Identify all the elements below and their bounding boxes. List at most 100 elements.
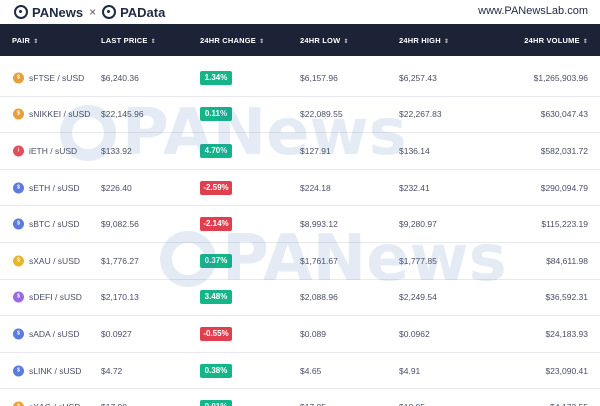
pair-cell: sDEFI / sUSD [29, 292, 82, 303]
low-cell: $22,089.55 [300, 109, 343, 120]
pair-cell: sXAG / sUSD [29, 402, 80, 406]
volume-cell: $24,183.93 [545, 328, 588, 339]
high-cell: $0.0962 [399, 328, 430, 339]
ieth-icon: i [13, 145, 24, 157]
top-bar: PANews × PAData www.PANewsLab.com [0, 0, 600, 24]
sxau-icon: $ [13, 255, 24, 267]
low-cell: $8,993.12 [300, 219, 338, 230]
sort-icon: ⇕ [258, 39, 265, 45]
column-header-last-price[interactable]: LAST PRICE ⇕ [101, 36, 156, 45]
seth-icon: $ [13, 182, 24, 194]
sftse-icon: $ [13, 72, 24, 84]
high-cell: $22,267.83 [399, 109, 442, 120]
low-cell: $127.91 [300, 145, 331, 156]
change-badge: 4.70% [200, 143, 232, 158]
change-badge: 0.38% [200, 363, 232, 378]
high-cell: $136.14 [399, 145, 430, 156]
volume-cell: $36,592.31 [545, 292, 588, 303]
last-price-cell: $9,082.56 [101, 219, 139, 230]
change-badge: 0.37% [200, 253, 232, 268]
low-cell: $0.089 [300, 328, 326, 339]
last-price-cell: $226.40 [101, 182, 132, 193]
sort-icon: ⇕ [582, 39, 588, 45]
sort-icon: ⇕ [443, 39, 450, 45]
column-header-24hr-change[interactable]: 24HR CHANGE ⇕ [200, 36, 265, 45]
volume-cell: $630,047.43 [540, 109, 588, 120]
pair-cell: iETH / sUSD [29, 145, 78, 156]
last-price-cell: $22,145.96 [101, 109, 144, 120]
volume-cell: $290,094.79 [540, 182, 588, 193]
change-badge: 3.48% [200, 290, 232, 305]
table-header: PAIR ⇕ LAST PRICE ⇕ 24HR CHANGE ⇕ 24HR LOW ⇕… [0, 24, 600, 56]
volume-cell: $84,611.98 [546, 255, 588, 266]
volume-cell: $115,223.19 [541, 219, 588, 230]
brand-separator: × [89, 5, 97, 19]
column-header-24hr-volume[interactable]: 24HR VOLUME ⇕ [524, 36, 588, 45]
table-row[interactable]: $ sXAU / sUSD $1,776.27 0.37% $1,761.67 $1,77… [0, 243, 600, 280]
sxag-icon: $ [13, 401, 24, 406]
last-price-cell: $2,170.13 [101, 292, 139, 303]
table-row[interactable]: $ sETH / sUSD $226.40 -2.59% $224.18 $232.41 $… [0, 170, 600, 207]
table-row[interactable]: $ sADA / sUSD $0.0927 -0.55% $0.089 $0.0962 $2… [0, 316, 600, 353]
change-badge: 0.11% [200, 107, 232, 122]
change-badge: -2.14% [200, 217, 232, 232]
low-cell: $4.65 [300, 365, 322, 376]
change-badge: 0.01% [200, 400, 232, 406]
padata-logo-icon [102, 5, 117, 19]
high-cell: $6,257.43 [399, 72, 437, 83]
sdefi-icon: $ [13, 291, 24, 303]
volume-cell: $4,173.55 [550, 402, 588, 406]
table-row[interactable]: $ sLINK / sUSD $4.72 0.38% $4.65 $4.91 $23,090… [0, 353, 600, 390]
pair-cell: sFTSE / sUSD [29, 72, 85, 83]
low-cell: $224.18 [300, 182, 331, 193]
last-price-cell: $6,240.36 [101, 72, 139, 83]
low-cell: $2,088.96 [300, 292, 338, 303]
high-cell: $232.41 [399, 182, 430, 193]
last-price-cell: $17.98 [101, 402, 127, 406]
table-row[interactable]: $ sBTC / sUSD $9,082.56 -2.14% $8,993.12 $9,2… [0, 206, 600, 243]
high-cell: $18.05 [399, 402, 425, 406]
pair-cell: sLINK / sUSD [29, 365, 82, 376]
sort-icon: ⇕ [150, 39, 156, 45]
table-row[interactable]: i iETH / sUSD $133.92 4.70% $127.91 $136.14 $5… [0, 133, 600, 170]
brand: PANews × PAData [14, 4, 165, 20]
high-cell: $4.91 [399, 365, 421, 376]
table-row[interactable]: $ sFTSE / sUSD $6,240.36 1.34% $6,157.96 $6,2… [0, 60, 600, 97]
high-cell: $1,777.85 [399, 255, 437, 266]
last-price-cell: $4.72 [101, 365, 123, 376]
table-row[interactable]: $ sDEFI / sUSD $2,170.13 3.48% $2,088.96 $2,2… [0, 280, 600, 317]
change-badge: -2.59% [200, 180, 232, 195]
panews-logo-icon [14, 5, 28, 19]
pair-cell: sXAU / sUSD [29, 255, 81, 266]
pair-cell: sBTC / sUSD [29, 219, 80, 230]
sort-icon: ⇕ [33, 39, 39, 45]
last-price-cell: $1,776.27 [101, 255, 139, 266]
sbtc-icon: $ [13, 218, 24, 230]
volume-cell: $1,265,903.96 [533, 72, 588, 83]
column-header-24hr-low[interactable]: 24HR LOW ⇕ [300, 36, 349, 45]
snikkei-icon: $ [13, 108, 24, 120]
markets-table: PAIR ⇕ LAST PRICE ⇕ 24HR CHANGE ⇕ 24HR LOW ⇕… [0, 24, 600, 406]
sada-icon: $ [13, 328, 24, 340]
low-cell: $1,761.67 [300, 255, 338, 266]
volume-cell: $582,031.72 [540, 145, 588, 156]
low-cell: $17.85 [300, 402, 326, 406]
high-cell: $9,280.97 [399, 219, 437, 230]
low-cell: $6,157.96 [300, 72, 338, 83]
last-price-cell: $133.92 [101, 145, 132, 156]
table-row[interactable]: $ sXAG / sUSD $17.98 0.01% $17.85 $18.05 $4,17… [0, 389, 600, 406]
site-url: www.PANewsLab.com [478, 5, 588, 17]
table-row[interactable]: $ sNIKKEI / sUSD $22,145.96 0.11% $22,089.55… [0, 97, 600, 134]
column-header-pair[interactable]: PAIR ⇕ [12, 36, 39, 45]
sort-icon: ⇕ [343, 39, 349, 45]
high-cell: $2,249.54 [399, 292, 437, 303]
pair-cell: sNIKKEI / sUSD [29, 109, 91, 120]
last-price-cell: $0.0927 [101, 328, 132, 339]
slink-icon: $ [13, 365, 24, 377]
change-badge: 1.34% [200, 70, 232, 85]
pair-cell: sETH / sUSD [29, 182, 80, 193]
column-header-24hr-high[interactable]: 24HR HIGH ⇕ [399, 36, 450, 45]
brand-left: PANews [32, 4, 84, 20]
volume-cell: $23,090.41 [545, 365, 588, 376]
change-badge: -0.55% [200, 326, 232, 341]
